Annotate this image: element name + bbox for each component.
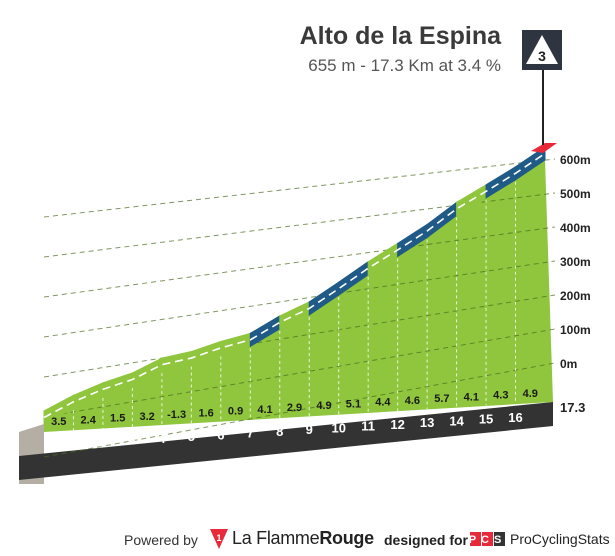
- grid-line: [43, 328, 556, 418]
- grid-line: [43, 158, 556, 218]
- gradient-label: 4.6: [405, 395, 420, 407]
- km-marker: 4: [158, 431, 166, 446]
- km-marker: 11: [361, 419, 375, 434]
- km-marker: 14: [449, 413, 464, 428]
- gradient-label: 3.5: [51, 416, 66, 428]
- km-marker: 8: [276, 424, 283, 439]
- km-marker: 13: [420, 415, 434, 430]
- km-marker: 2: [99, 434, 106, 449]
- gradient-label: 5.1: [346, 398, 361, 410]
- km-marker: 12: [390, 417, 404, 432]
- km-marker: 15: [479, 412, 493, 427]
- pcs-badge-icon: PCS: [470, 532, 506, 546]
- gradient-label: -1.3: [167, 409, 186, 421]
- powered-by-label: Powered by: [124, 532, 198, 548]
- y-axis-tick-label: 300m: [560, 255, 591, 269]
- category-triangle-icon: [526, 35, 558, 64]
- km-marker: 9: [306, 422, 313, 437]
- gradient-label: 4.3: [493, 390, 508, 402]
- km-marker: 6: [217, 427, 224, 442]
- km-marker: 10: [331, 420, 345, 435]
- y-axis-tick-label: 500m: [560, 187, 591, 201]
- y-axis-tick-label: 0m: [560, 357, 577, 371]
- brand-light-text: La Flamme: [232, 528, 320, 548]
- la-flamme-rouge-icon-digit: 1: [216, 533, 221, 543]
- la-flamme-rouge-logo[interactable]: La FlammeRouge: [232, 528, 374, 549]
- gradient-label: 3.2: [139, 411, 154, 423]
- gradient-label: 1.6: [198, 407, 213, 419]
- km-marker: 3: [129, 433, 136, 448]
- pcs-badge-text: PCS: [470, 534, 506, 546]
- gradient-label: 5.7: [434, 393, 449, 405]
- la-flamme-rouge-icon: 1: [210, 529, 228, 549]
- km-marker: 5: [188, 429, 195, 444]
- climb-profile-chart: 0m 100m 200m 300m 400m 500m 600m 3.5 2.4 1.5 3.2 -1…: [19, 30, 591, 484]
- climb-title: Alto de la Espina: [299, 22, 501, 50]
- total-distance-label: 17.3: [560, 400, 585, 415]
- grid-line: [43, 192, 556, 258]
- km-marker: 1: [70, 436, 77, 451]
- gradient-label: 4.9: [523, 388, 538, 400]
- footer: Powered by 1 La FlammeRouge designed for…: [0, 522, 615, 556]
- profile-centerline: [43, 152, 546, 419]
- gradient-label: 0.9: [228, 406, 243, 418]
- gradient-label: 2.9: [287, 402, 302, 414]
- grid-line: [43, 226, 556, 298]
- designed-for-label: designed for: [384, 532, 469, 548]
- gradient-label: 1.5: [110, 413, 125, 425]
- y-axis-tick-label: 200m: [560, 289, 591, 303]
- gradient-label: 2.4: [81, 414, 97, 426]
- km-marker: 7: [247, 426, 254, 441]
- y-axis-tick-label: 600m: [560, 153, 591, 167]
- climb-subtitle: 655 m - 17.3 Km at 3.4 %: [308, 56, 501, 75]
- brand-bold-text: Rouge: [319, 528, 374, 548]
- y-axis-tick-label: 100m: [560, 323, 591, 337]
- profile-body: [44, 160, 553, 432]
- gradient-label: 4.4: [375, 397, 391, 409]
- procyclingstats-link[interactable]: ProCyclingStats: [510, 531, 610, 547]
- category-number: 3: [538, 48, 546, 64]
- gradient-label: 4.9: [316, 400, 331, 412]
- summit-segment: [531, 143, 557, 153]
- gradient-label: 4.1: [257, 404, 272, 416]
- y-axis-tick-label: 400m: [560, 221, 591, 235]
- km-marker-band: [19, 402, 553, 480]
- grid-line: [43, 362, 556, 458]
- gradient-label: 4.1: [464, 391, 479, 403]
- km-marker: 16: [508, 410, 522, 425]
